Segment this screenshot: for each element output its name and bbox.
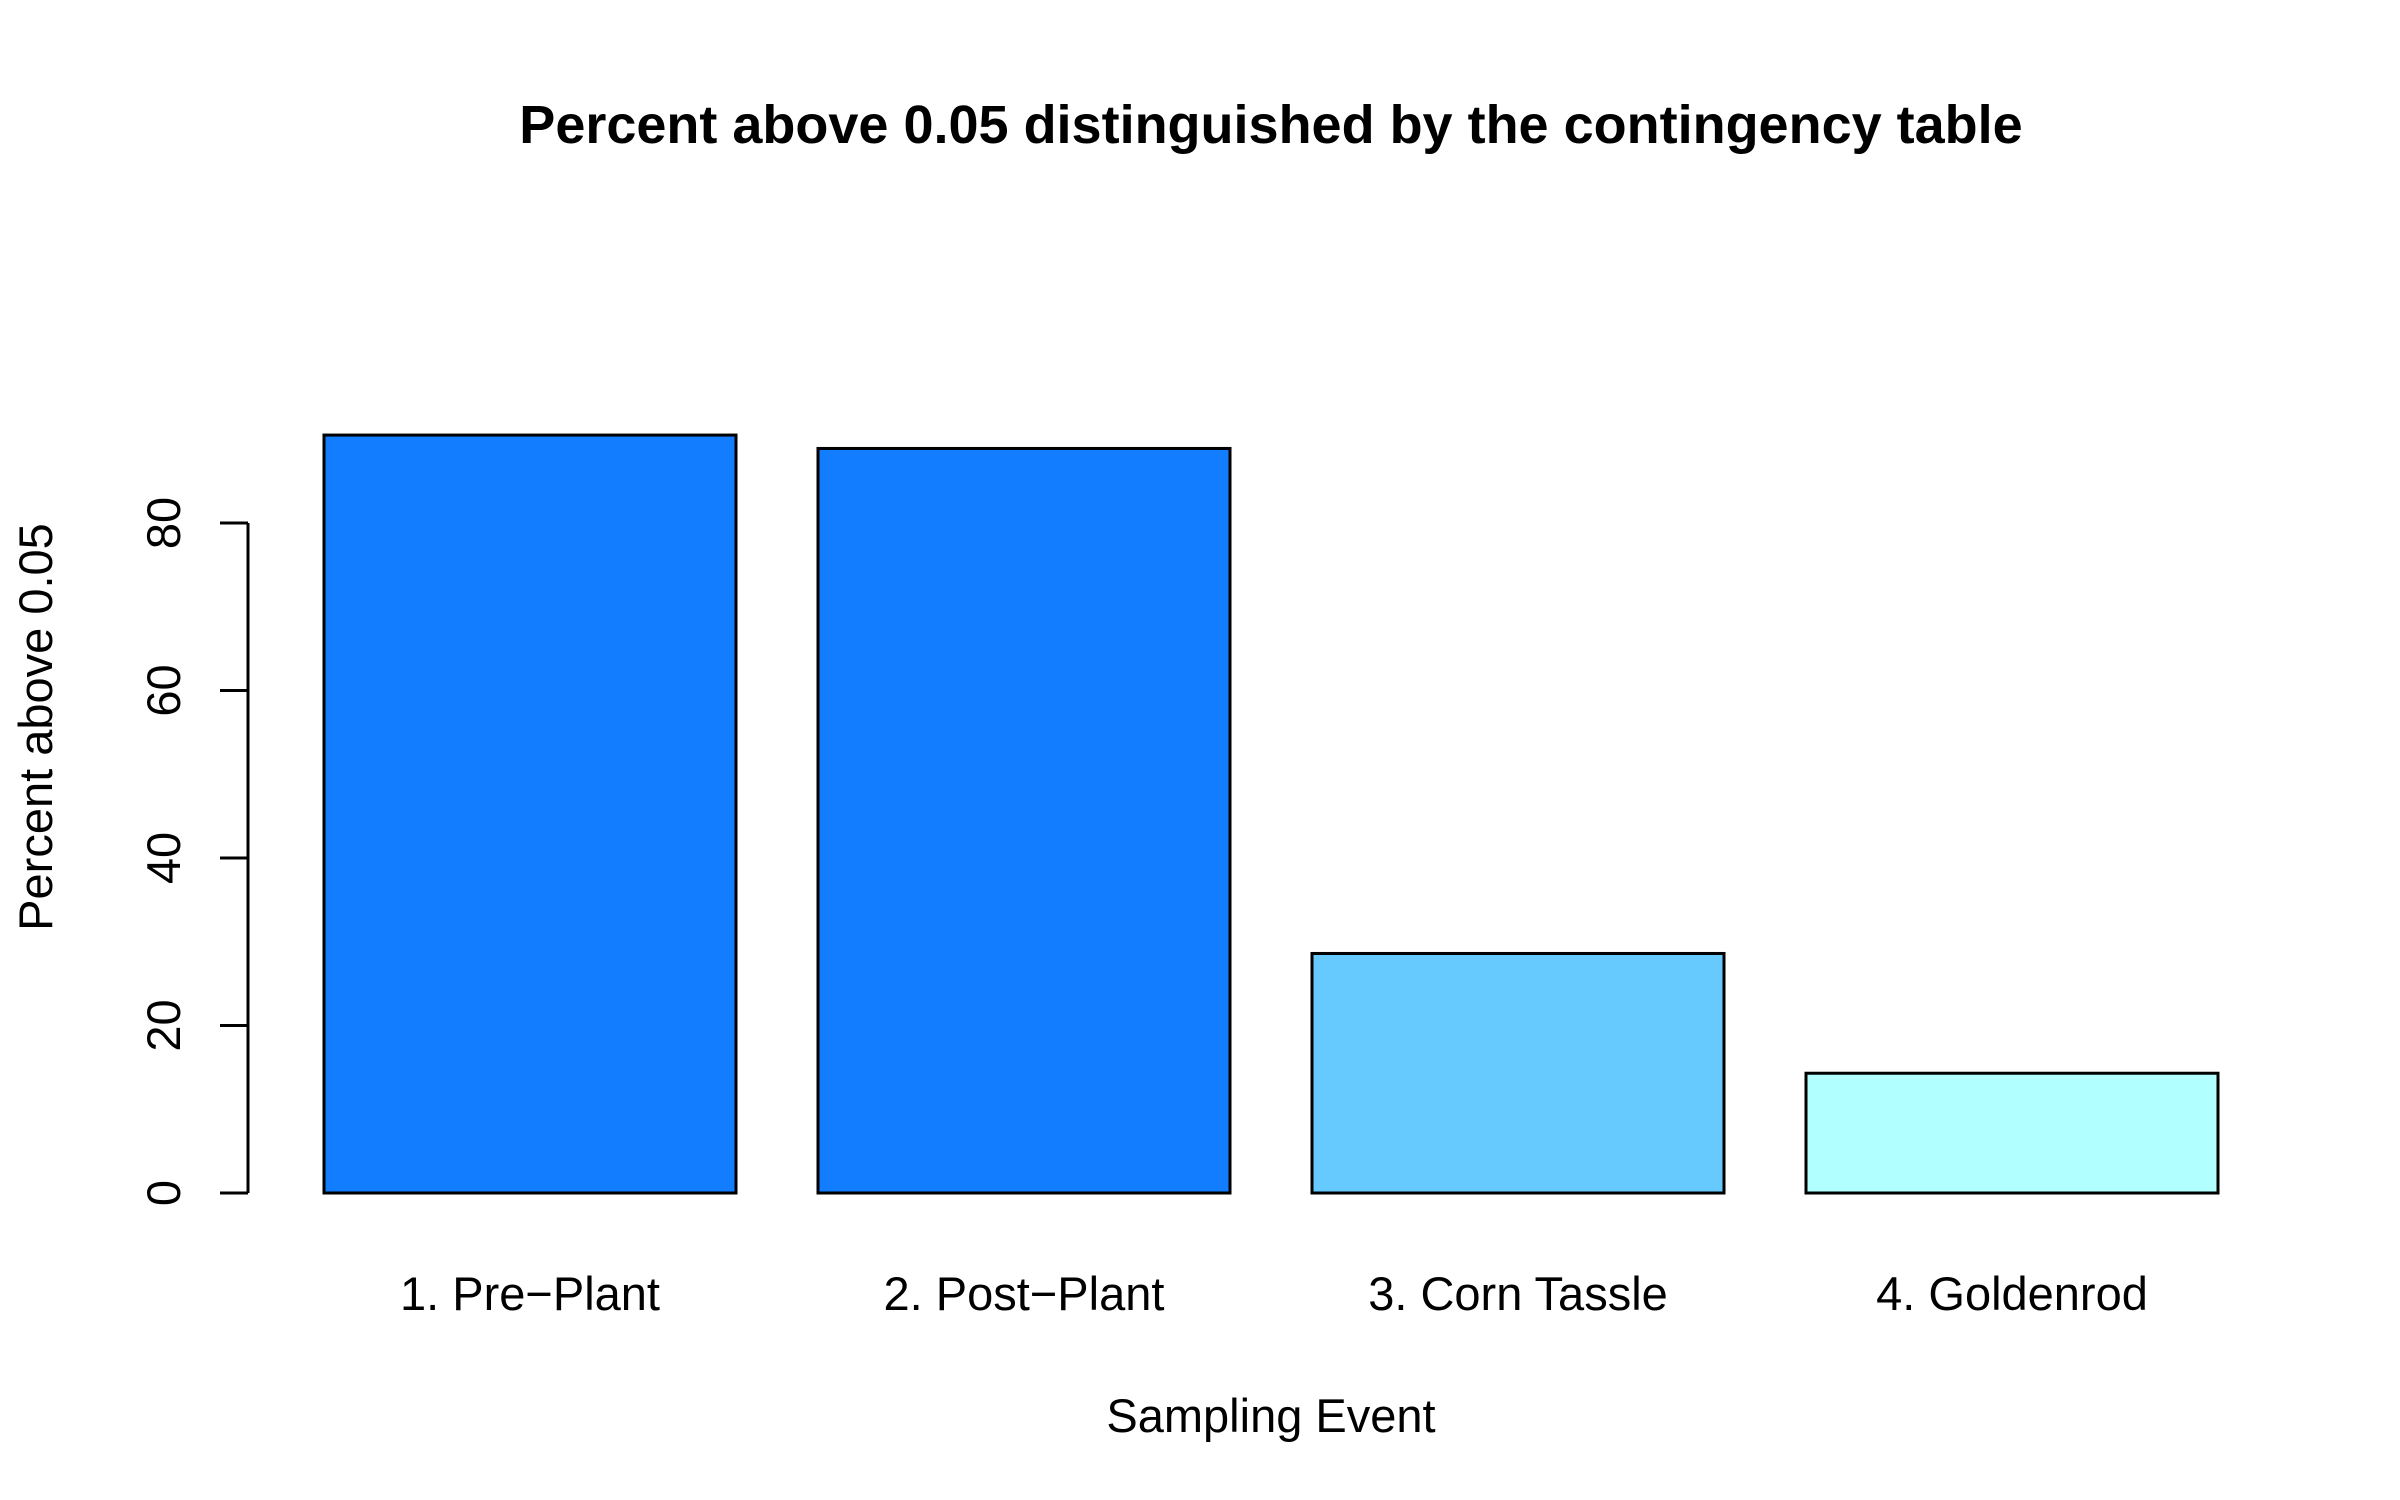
y-tick-label: 80 — [137, 497, 190, 549]
x-category-label: 1. Pre−Plant — [400, 1267, 660, 1320]
y-tick-label: 40 — [137, 832, 190, 884]
chart-title: Percent above 0.05 distinguished by the … — [519, 95, 2022, 155]
x-axis-labels: 1. Pre−Plant 2. Post−Plant 3. Corn Tassle 4… — [400, 1267, 2148, 1320]
x-axis-title: Sampling Event — [1106, 1389, 1435, 1442]
bar — [322, 433, 738, 1195]
x-category-label: 3. Corn Tassle — [1368, 1267, 1668, 1320]
bars — [322, 433, 2220, 1195]
y-tick-label: 60 — [137, 664, 190, 716]
y-axis-title: Percent above 0.05 — [9, 523, 62, 931]
bar — [1804, 1071, 2220, 1195]
y-tick-label: 20 — [137, 999, 190, 1051]
bar — [1310, 951, 1726, 1195]
y-tick-label: 0 — [137, 1180, 190, 1206]
x-category-label: 2. Post−Plant — [884, 1267, 1165, 1320]
y-axis: 0 20 40 60 80 — [137, 497, 250, 1206]
x-category-label: 4. Goldenrod — [1876, 1267, 2148, 1320]
bar — [816, 446, 1232, 1195]
